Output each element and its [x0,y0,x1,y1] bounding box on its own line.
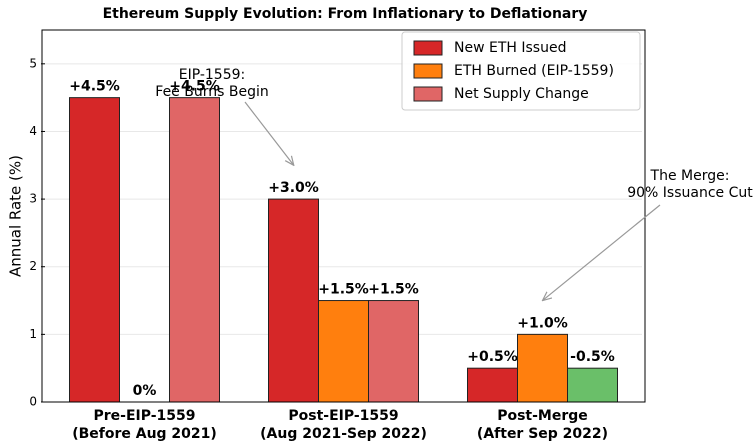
value-label: 0% [133,383,157,399]
bar [517,333,568,403]
legend-label: ETH Burned (EIP-1559) [454,63,614,79]
value-label: -0.5% [570,349,615,365]
value-label: +1.5% [368,282,419,298]
legend-box [401,31,641,111]
value-label: +1.5% [318,282,369,298]
x-tick-label: Post-Merge (After Sep 2022) [477,408,608,441]
y-tick-label: 0 [29,395,37,409]
bar [69,97,120,403]
x-tick-label: Post-EIP-1559 (Aug 2021-Sep 2022) [260,408,427,441]
y-tick-label: 1 [29,327,37,341]
bar [467,367,518,403]
y-tick-label: 5 [29,56,37,70]
bar [567,367,618,403]
value-label: +1.0% [517,315,568,331]
bar [169,97,220,403]
legend-label: New ETH Issued [454,40,566,56]
annotation-text: The Merge: 90% Issuance Cut [627,168,753,201]
value-label: +4.5% [69,79,120,95]
bar [368,300,419,403]
bar [318,300,369,403]
legend-swatch [413,63,443,79]
value-label: +0.5% [467,349,518,365]
legend-label: Net Supply Change [454,86,589,102]
y-axis-label: Annual Rate (%) [7,155,25,277]
value-label: +3.0% [268,180,319,196]
legend-swatch [413,86,443,102]
value-label: +4.5% [169,79,220,95]
annotation-arrow [543,204,661,301]
bar [268,198,319,403]
annotation-arrow [244,101,294,165]
plot-frame [41,29,646,403]
y-tick-label: 4 [29,124,37,138]
chart-title: Ethereum Supply Evolution: From Inflatio… [103,6,588,22]
legend-swatch [413,40,443,56]
y-tick-label: 3 [29,192,37,206]
annotation-text: EIP-1559: Fee Burns Begin [155,67,268,100]
y-tick-label: 2 [29,259,37,273]
x-tick-label: Pre-EIP-1559 (Before Aug 2021) [72,408,217,441]
